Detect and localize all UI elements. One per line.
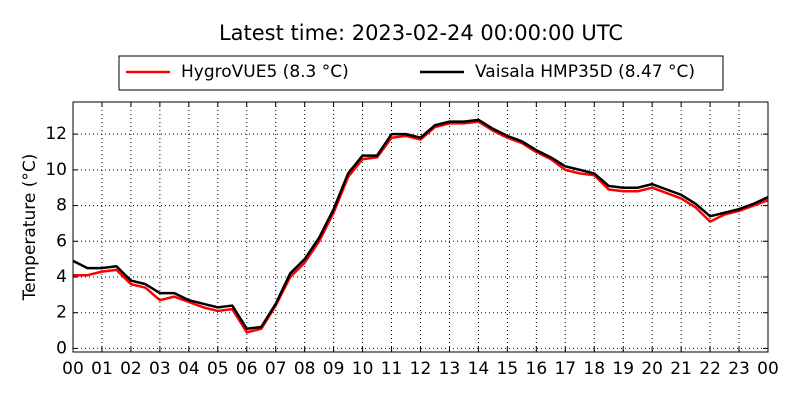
x-tick-label: 12: [410, 359, 432, 379]
x-tick-label: 04: [178, 359, 200, 379]
legend-box: [118, 55, 724, 91]
x-tick-label: 03: [149, 359, 171, 379]
legend-label: Vaisala HMP35D (8.47 °C): [475, 62, 695, 82]
x-tick-label: 18: [583, 359, 605, 379]
x-tick-label: 06: [236, 359, 258, 379]
x-tick-label: 05: [207, 359, 229, 379]
y-axis-label: Temperature (°C): [20, 154, 40, 302]
x-tick-label: 07: [265, 359, 287, 379]
y-tick-label: 12: [45, 124, 67, 144]
series-line: [72, 118, 769, 331]
legend-label: HygroVUE5 (8.3 °C): [181, 62, 349, 82]
x-tick-label: 01: [91, 359, 113, 379]
y-tick-label: 6: [56, 231, 67, 251]
x-tick-label: 21: [670, 359, 692, 379]
x-tick-label: 22: [699, 359, 721, 379]
x-tick-label: 02: [120, 359, 142, 379]
x-tick-label: 10: [352, 359, 374, 379]
x-tick-label: 19: [612, 359, 634, 379]
y-tick-label: 8: [56, 196, 67, 216]
x-tick-label: 16: [526, 359, 548, 379]
x-tick-label: 23: [728, 359, 750, 379]
x-tick-label: 17: [554, 359, 576, 379]
y-tick-label: 4: [56, 267, 67, 287]
y-tick-label: 0: [56, 338, 67, 358]
x-tick-label: 15: [497, 359, 519, 379]
x-tick-label: 09: [323, 359, 345, 379]
x-tick-label: 13: [439, 359, 461, 379]
x-tick-label: 14: [468, 359, 490, 379]
y-tick-label: 10: [45, 160, 67, 180]
x-tick-label: 00: [757, 359, 779, 379]
x-tick-label: 08: [294, 359, 316, 379]
plot-frame: [72, 101, 769, 353]
x-tick-label: 20: [641, 359, 663, 379]
series-line: [73, 120, 769, 334]
x-tick-label: 11: [381, 359, 403, 379]
y-tick-label: 2: [56, 303, 67, 323]
x-tick-label: 00: [62, 359, 84, 379]
chart-title: Latest time: 2023-02-24 00:00:00 UTC: [219, 21, 623, 45]
